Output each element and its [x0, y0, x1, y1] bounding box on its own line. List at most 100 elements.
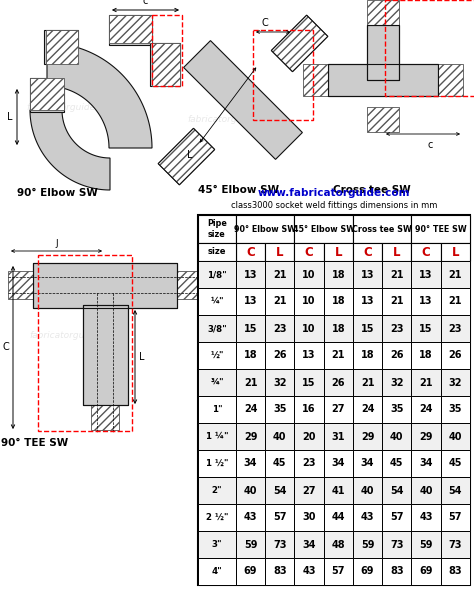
Text: 15: 15 [419, 324, 433, 333]
Bar [324, 477, 353, 504]
Text: 45° Elbow SW: 45° Elbow SW [292, 224, 355, 234]
Bar [382, 315, 411, 342]
Bar [411, 315, 441, 342]
Text: 45° Elbow SW: 45° Elbow SW [198, 185, 279, 195]
Bar [198, 243, 236, 261]
Text: 48: 48 [331, 539, 345, 549]
Text: 57: 57 [448, 512, 462, 522]
Bar [236, 558, 265, 585]
Text: ¼": ¼" [210, 297, 224, 306]
Bar [294, 288, 324, 315]
Text: L: L [335, 245, 342, 259]
Text: C: C [262, 18, 268, 28]
Text: 24: 24 [361, 405, 374, 414]
Text: C: C [363, 245, 372, 259]
Bar [265, 369, 294, 396]
Text: 23: 23 [390, 324, 404, 333]
Text: 35: 35 [273, 405, 287, 414]
Bar [38, 255, 132, 431]
Bar [411, 288, 441, 315]
Bar [198, 450, 236, 477]
Bar [382, 504, 411, 531]
Bar [441, 450, 470, 477]
Bar [441, 243, 470, 261]
Text: 10: 10 [302, 297, 316, 306]
Bar [411, 396, 441, 423]
Text: 44: 44 [332, 512, 345, 522]
Text: L: L [393, 245, 401, 259]
Bar [265, 423, 294, 450]
Bar [324, 558, 353, 585]
Text: 13: 13 [361, 297, 374, 306]
Bar [294, 396, 324, 423]
Bar [265, 396, 294, 423]
Bar [83, 305, 128, 405]
Text: 21: 21 [390, 270, 404, 280]
Bar [353, 504, 382, 531]
Text: 45: 45 [448, 459, 462, 468]
Text: 40: 40 [448, 432, 462, 441]
Text: 54: 54 [448, 485, 462, 495]
Text: 29: 29 [361, 432, 374, 441]
Bar [236, 243, 265, 261]
Bar [236, 396, 265, 423]
Text: 24: 24 [419, 405, 433, 414]
Bar [198, 396, 236, 423]
Bar [411, 215, 470, 243]
Text: 69: 69 [419, 566, 433, 576]
Bar [265, 342, 294, 369]
Text: 18: 18 [244, 351, 257, 360]
Bar [236, 369, 265, 396]
Text: 3/8": 3/8" [207, 324, 227, 333]
Text: 23: 23 [302, 459, 316, 468]
Bar [294, 477, 324, 504]
Text: 43: 43 [302, 566, 316, 576]
Text: 21: 21 [273, 270, 287, 280]
Text: 21: 21 [390, 297, 404, 306]
Bar [152, 15, 182, 86]
Text: 21: 21 [448, 297, 462, 306]
Bar [382, 477, 411, 504]
Bar [324, 261, 353, 288]
Bar [294, 261, 324, 288]
Text: 23: 23 [448, 324, 462, 333]
Bar [382, 396, 411, 423]
Text: 90° TEE SW: 90° TEE SW [415, 224, 466, 234]
Bar [353, 477, 382, 504]
Text: Cross tee SW: Cross tee SW [333, 185, 411, 195]
Bar [236, 423, 265, 450]
Bar [411, 531, 441, 558]
Bar [353, 261, 382, 288]
Bar [109, 15, 152, 45]
Text: 26: 26 [390, 351, 404, 360]
Text: 26: 26 [332, 378, 345, 387]
Text: 21: 21 [448, 270, 462, 280]
Text: 32: 32 [448, 378, 462, 387]
Text: 73: 73 [448, 539, 462, 549]
Bar [353, 423, 382, 450]
Bar [441, 261, 470, 288]
Bar [236, 504, 265, 531]
Text: 29: 29 [244, 432, 257, 441]
Bar [198, 261, 236, 288]
Text: 43: 43 [419, 512, 433, 522]
Text: 43: 43 [361, 512, 374, 522]
Bar [198, 215, 470, 585]
Bar [441, 342, 470, 369]
Text: 34: 34 [332, 459, 345, 468]
Text: 24: 24 [244, 405, 257, 414]
Text: 83: 83 [390, 566, 404, 576]
Bar [441, 504, 470, 531]
Bar [294, 315, 324, 342]
Text: 90° Elbow SW: 90° Elbow SW [17, 188, 98, 198]
Text: 21: 21 [273, 297, 287, 306]
Bar [324, 396, 353, 423]
Bar [367, 25, 399, 80]
Bar [438, 64, 463, 96]
Text: 18: 18 [331, 270, 345, 280]
Bar [441, 288, 470, 315]
Bar [411, 243, 441, 261]
Polygon shape [30, 110, 110, 190]
Bar [353, 369, 382, 396]
Bar [83, 305, 128, 405]
